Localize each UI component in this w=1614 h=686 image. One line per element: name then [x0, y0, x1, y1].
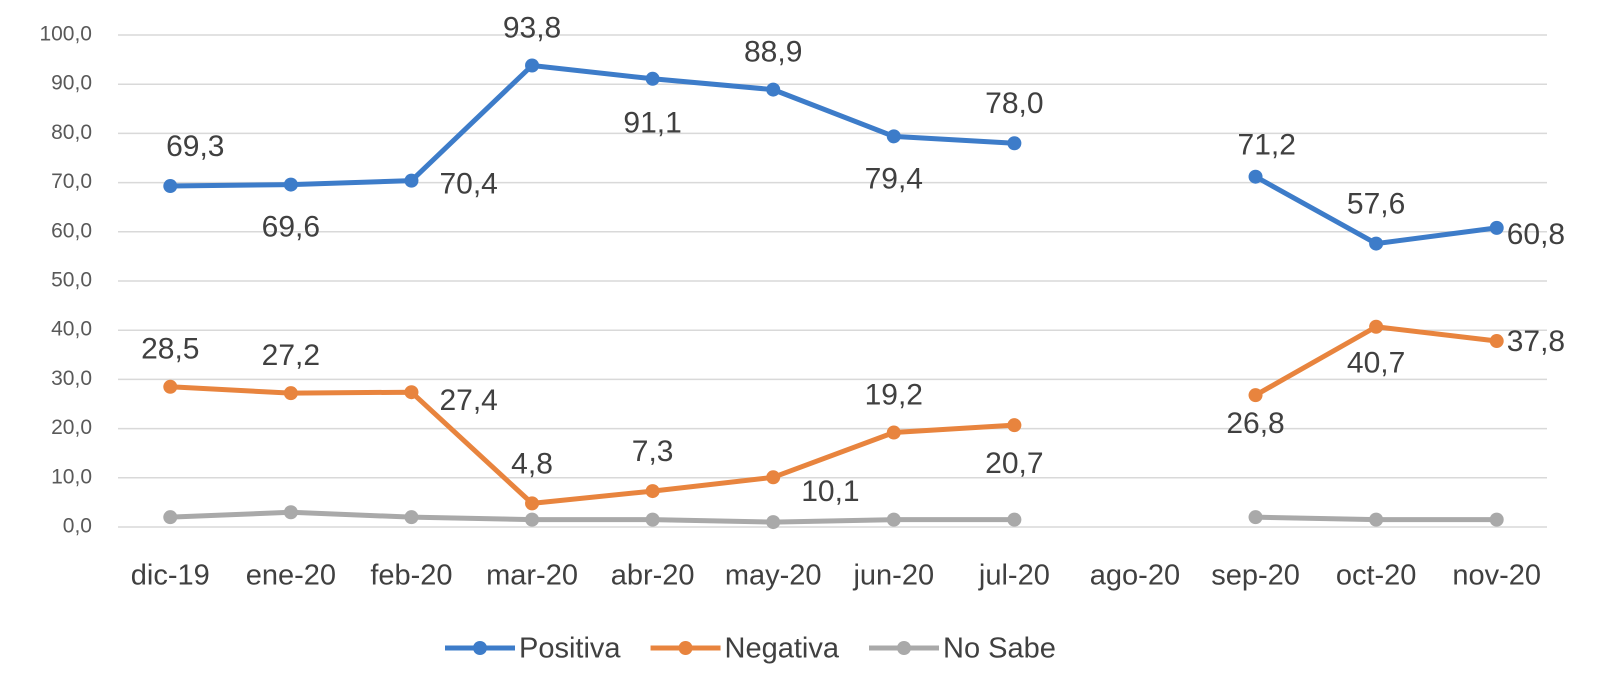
x-tick-label: jun-20 — [852, 560, 934, 592]
x-tick-label: ago-20 — [1090, 560, 1180, 592]
x-tick-label: may-20 — [725, 560, 822, 592]
y-tick-label: 10,0 — [51, 465, 92, 488]
point — [283, 177, 298, 192]
y-tick-label: 100,0 — [39, 23, 92, 46]
data-label: 91,1 — [623, 107, 681, 140]
x-tick-label: nov-20 — [1452, 560, 1541, 592]
x-tick-label: ene-20 — [246, 560, 336, 592]
data-label: 26,8 — [1226, 407, 1284, 440]
point — [1369, 236, 1384, 251]
data-label: 60,8 — [1507, 218, 1565, 251]
data-label: 19,2 — [865, 378, 923, 411]
series-line — [170, 63, 1498, 247]
point — [886, 512, 901, 527]
point — [163, 510, 178, 525]
x-tick-label: oct-20 — [1336, 560, 1417, 592]
point — [645, 484, 660, 499]
point — [283, 505, 298, 520]
legend-label: Negativa — [725, 633, 840, 665]
x-tick-label: abr-20 — [611, 560, 695, 592]
point — [404, 173, 419, 188]
point — [766, 82, 781, 97]
data-label: 40,7 — [1347, 347, 1405, 380]
point — [1489, 334, 1504, 349]
point — [525, 512, 540, 527]
data-label: 70,4 — [439, 168, 497, 201]
y-tick-label: 80,0 — [51, 121, 92, 144]
point — [1369, 512, 1384, 527]
point — [645, 71, 660, 86]
point — [163, 379, 178, 394]
point — [1489, 220, 1504, 235]
point — [886, 425, 901, 440]
point — [645, 512, 660, 527]
point — [1489, 512, 1504, 527]
y-tick-label: 0,0 — [63, 515, 92, 538]
legend-label: Positiva — [519, 633, 621, 665]
point — [1248, 388, 1263, 403]
point — [766, 470, 781, 485]
point — [766, 515, 781, 530]
x-tick-label: mar-20 — [486, 560, 578, 592]
data-label: 57,6 — [1347, 188, 1405, 221]
point — [1007, 136, 1022, 151]
point — [1369, 319, 1384, 334]
data-label: 88,9 — [744, 36, 802, 69]
legend-marker — [897, 641, 912, 655]
point — [525, 58, 540, 73]
data-label: 79,4 — [865, 162, 923, 195]
point — [1007, 418, 1022, 433]
point — [163, 179, 178, 194]
point — [525, 496, 540, 511]
x-tick-label: jul-20 — [978, 560, 1050, 592]
data-label: 78,0 — [985, 87, 1043, 120]
legend-marker — [678, 641, 693, 655]
point — [1248, 510, 1263, 525]
x-tick-label: sep-20 — [1211, 560, 1300, 592]
data-label: 7,3 — [632, 435, 674, 468]
data-label: 27,2 — [262, 339, 320, 372]
point — [404, 385, 419, 400]
y-tick-label: 60,0 — [51, 219, 92, 242]
x-tick-label: feb-20 — [370, 560, 452, 592]
point — [886, 129, 901, 144]
data-label: 10,1 — [801, 475, 859, 508]
data-label: 69,3 — [166, 130, 224, 163]
data-label: 93,8 — [503, 11, 561, 44]
x-tick-label: dic-19 — [131, 560, 210, 592]
data-label: 71,2 — [1238, 129, 1296, 162]
series-line — [170, 509, 1497, 525]
y-tick-label: 90,0 — [51, 72, 92, 95]
point — [404, 510, 419, 525]
data-label: 27,4 — [439, 384, 497, 417]
y-tick-label: 20,0 — [51, 416, 92, 439]
point — [283, 386, 298, 401]
y-tick-label: 50,0 — [51, 269, 92, 292]
y-tick-label: 40,0 — [51, 318, 92, 341]
data-label: 20,7 — [985, 447, 1043, 480]
point — [1007, 512, 1022, 527]
y-tick-label: 30,0 — [51, 367, 92, 390]
data-label: 69,6 — [262, 210, 320, 243]
data-label: 37,8 — [1507, 325, 1565, 358]
data-label: 28,5 — [141, 333, 199, 366]
legend-marker — [473, 641, 487, 655]
point — [1248, 169, 1263, 184]
y-tick-label: 70,0 — [51, 170, 92, 193]
legend-label: No Sabe — [943, 633, 1056, 665]
data-label: 4,8 — [511, 447, 553, 480]
